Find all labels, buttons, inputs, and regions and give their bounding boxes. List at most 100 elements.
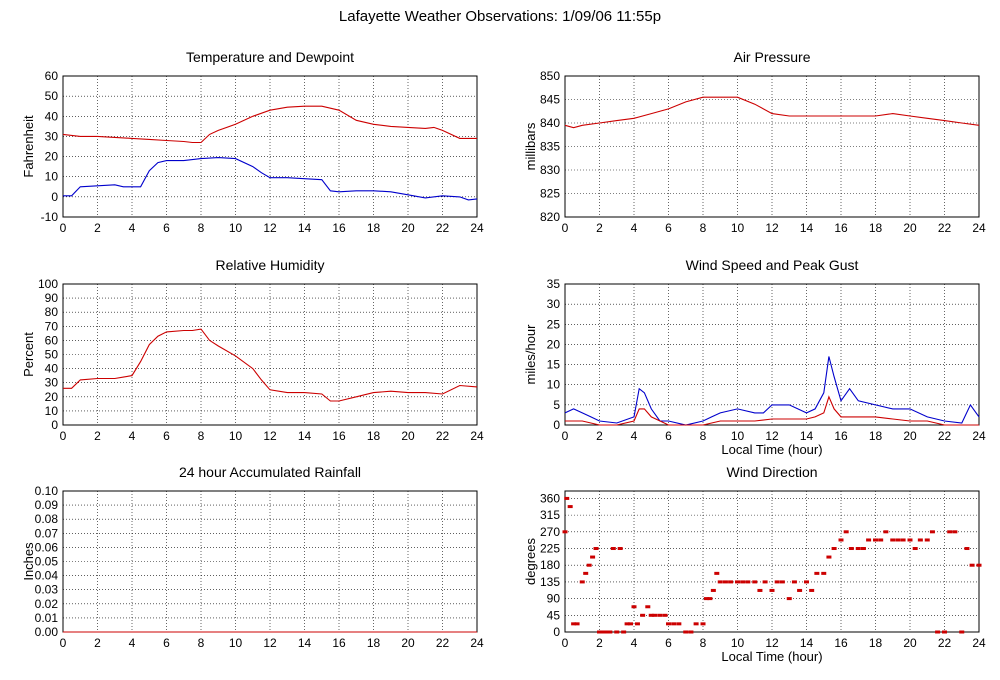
plot-frame [564,490,980,633]
direction-point [666,622,671,626]
x-tick-label: 20 [903,221,917,235]
x-tick-label: 0 [562,429,569,443]
series-line-0 [564,356,980,426]
direction-point [848,547,854,551]
y-tick-label: 10 [547,378,561,392]
x-tick-label: 12 [263,221,277,235]
y-tick-label: 850 [540,69,560,83]
y-axis-label: Inches [21,542,36,581]
direction-point [583,571,589,575]
direction-point [717,580,723,584]
direction-point [929,530,935,534]
y-tick-label: 830 [540,163,560,177]
direction-point [942,630,947,634]
y-tick-label: 40 [45,362,59,376]
direction-point [964,547,970,551]
y-tick-label: 825 [540,187,560,201]
direction-point [640,613,646,617]
y-tick-label: 0 [51,418,58,432]
y-tick-label: 180 [540,558,560,572]
y-tick-label: 25 [547,317,561,331]
direction-point [700,622,706,626]
direction-point [843,530,849,534]
direction-point [597,630,602,634]
direction-point [707,597,713,601]
y-tick-label: 0.09 [35,498,59,512]
x-tick-label: 14 [298,429,312,443]
x-tick-label: 18 [869,636,883,650]
x-tick-label: 20 [401,221,415,235]
x-tick-label: 12 [263,429,277,443]
x-tick-label: 6 [163,636,170,650]
x-tick-label: 0 [562,636,569,650]
direction-point [952,530,958,534]
y-tick-label: 80 [45,305,59,319]
direction-point [645,605,651,609]
y-tick-label: 60 [45,333,59,347]
direction-point [676,622,682,626]
chart-title: 24 hour Accumulated Rainfall [179,464,361,480]
direction-point [935,630,941,634]
y-tick-label: 45 [547,608,561,622]
x-tick-label: 22 [436,429,450,443]
x-tick-label: 16 [332,636,346,650]
x-tick-label: 12 [765,221,779,235]
x-tick-label: 10 [731,636,745,650]
chart-title: Air Pressure [733,49,810,65]
y-tick-label: 820 [540,210,560,224]
direction-point [855,547,861,551]
direction-point [797,588,803,592]
direction-point [821,571,827,575]
x-tick-label: 16 [332,429,346,443]
x-tick-label: 18 [367,636,381,650]
x-tick-label: 22 [938,429,952,443]
direction-point [728,580,734,584]
direction-point [714,571,720,575]
y-tick-label: 20 [45,150,59,164]
y-tick-label: 20 [45,390,59,404]
x-tick-label: 12 [765,429,779,443]
x-tick-label: 0 [60,636,67,650]
series-line-0 [62,105,477,144]
chart-title: Temperature and Dewpoint [186,49,354,65]
y-tick-label: 5 [553,398,560,412]
direction-point [976,563,982,567]
x-tick-label: 14 [800,221,814,235]
direction-point [866,538,872,542]
y-tick-label: 20 [547,337,561,351]
direction-point [614,630,620,634]
y-tick-label: 0.07 [35,526,59,540]
x-tick-label: 24 [470,636,484,650]
y-tick-label: 90 [45,291,59,305]
direction-point [567,505,573,509]
x-tick-label: 8 [198,429,205,443]
direction-point [564,496,570,500]
direction-point [838,538,844,542]
x-tick-label: 18 [367,429,381,443]
chart-title: Wind Direction [726,464,817,480]
y-tick-label: 360 [540,491,560,505]
direction-point [831,547,837,551]
series-line-0 [63,328,478,402]
y-tick-label: 0.01 [35,611,59,625]
x-tick-label: 20 [401,429,415,443]
x-tick-label: 6 [665,221,672,235]
x-tick-label: 4 [631,221,638,235]
y-tick-label: 0 [553,418,560,432]
x-tick-label: 22 [436,636,450,650]
x-tick-label: 14 [298,221,312,235]
x-tick-label: 10 [731,221,745,235]
direction-point [586,563,592,567]
x-tick-label: 8 [198,221,205,235]
y-tick-label: 100 [38,277,58,291]
direction-point [917,538,923,542]
x-tick-label: 16 [834,221,848,235]
direction-point [774,580,780,584]
direction-point [895,538,901,542]
direction-point [883,530,889,534]
x-tick-label: 4 [631,429,638,443]
y-tick-label: 0.04 [35,569,59,583]
x-tick-label: 14 [298,636,312,650]
